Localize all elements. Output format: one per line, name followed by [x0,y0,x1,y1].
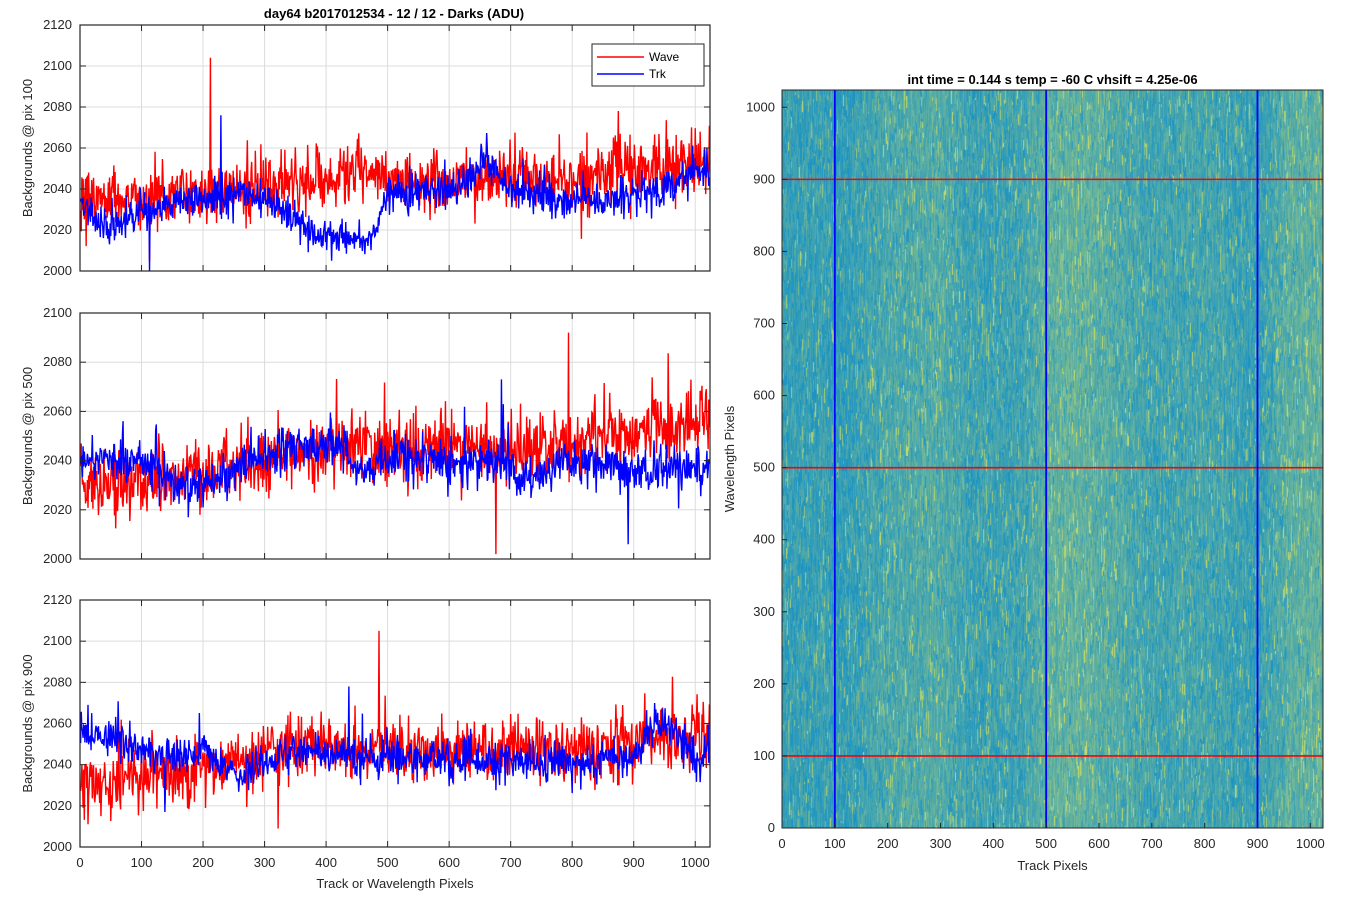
legend-label-wave: Wave [649,50,680,64]
series-wave-line [80,630,710,829]
y-axis-label: Backgrounds @ pix 500 [20,367,35,505]
y-tick-label: 900 [753,171,775,186]
y-tick-label: 2120 [43,592,72,607]
x-tick-label: 1000 [1296,836,1325,851]
x-tick-label: 300 [254,855,276,870]
x-tick-label: 800 [1194,836,1216,851]
y-axis-label: Backgrounds @ pix 900 [20,654,35,792]
y-tick-label: 700 [753,316,775,331]
legend-box [591,43,705,87]
y-tick-label: 2100 [43,58,72,73]
x-tick-label: 900 [1247,836,1269,851]
y-tick-label: 2040 [43,453,72,468]
y-axis-label: Wavelength Pixels [722,405,737,512]
heatmap-image [782,90,1323,828]
y-tick-label: 2000 [43,263,72,278]
axes-box [79,312,711,560]
line-plot-3: 0 100 200 300 400 500 600 700 800 900 1000 2000 2020… [20,592,711,891]
line-plot-2: 2000 2020 2040 2060 2080 2100 Backgrounds @ pi… [20,305,711,566]
y-tick-label: 2020 [43,502,72,517]
x-tick-label: 700 [1141,836,1163,851]
y-tick-label: 2100 [43,633,72,648]
series-trk-line [80,115,710,271]
y-tick-label: 2060 [43,140,72,155]
x-axis-label: Track or Wavelength Pixels [316,876,474,891]
legend-label-trk: Trk [649,67,667,81]
x-tick-label: 600 [1088,836,1110,851]
x-tick-label: 1000 [681,855,710,870]
x-tick-label: 400 [315,855,337,870]
line-plot-1: 2000 2020 2040 2060 2080 2100 2120 Backgrounds … [20,17,711,278]
x-tick-label: 700 [500,855,522,870]
x-tick-label: 0 [76,855,83,870]
y-tick-label: 2120 [43,17,72,32]
y-tick-label: 100 [753,748,775,763]
y-tick-label: 200 [753,676,775,691]
y-tick-label: 600 [753,388,775,403]
y-tick-label: 2080 [43,99,72,114]
x-tick-label: 100 [824,836,846,851]
x-tick-label: 300 [930,836,952,851]
x-axis-label: Track Pixels [1017,858,1088,873]
y-tick-label: 2060 [43,403,72,418]
y-tick-label: 2100 [43,305,72,320]
y-tick-label: 2040 [43,181,72,196]
figure-title: day64 b2017012534 - 12 / 12 - Darks (ADU… [264,6,524,21]
y-tick-label: 2020 [43,798,72,813]
x-tick-label: 600 [438,855,460,870]
x-tick-label: 0 [778,836,785,851]
x-tick-label: 200 [192,855,214,870]
y-tick-label: 2060 [43,716,72,731]
y-tick-label: 2000 [43,551,72,566]
y-tick-label: 2080 [43,674,72,689]
legend: Wave Trk [591,43,705,87]
y-tick-label: 0 [768,820,775,835]
y-tick-label: 400 [753,532,775,547]
x-tick-label: 100 [131,855,153,870]
x-tick-label: 900 [623,855,645,870]
heatmap-canvas [782,90,1323,828]
heatmap-axes-box [781,89,1324,829]
x-tick-label: 500 [377,855,399,870]
x-tick-label: 800 [561,855,583,870]
series-trk-line [80,379,710,545]
y-tick-label: 2000 [43,839,72,854]
series-trk-line [80,686,710,813]
heatmap-plot: 0 100 200 300 400 500 600 700 800 900 1000 0 100 200 3… [722,72,1325,873]
y-tick-label: 2080 [43,354,72,369]
x-tick-label: 400 [982,836,1004,851]
y-tick-label: 2040 [43,757,72,772]
x-tick-label: 200 [877,836,899,851]
y-tick-label: 800 [753,243,775,258]
y-tick-label: 300 [753,604,775,619]
y-axis-label: Backgrounds @ pix 100 [20,79,35,217]
y-tick-label: 2020 [43,222,72,237]
x-tick-label: 500 [1035,836,1057,851]
y-tick-label: 1000 [746,99,775,114]
y-tick-label: 500 [753,460,775,475]
heatmap-title: int time = 0.144 s temp = -60 C vhsift =… [907,72,1197,87]
series-wave-line [80,57,710,261]
